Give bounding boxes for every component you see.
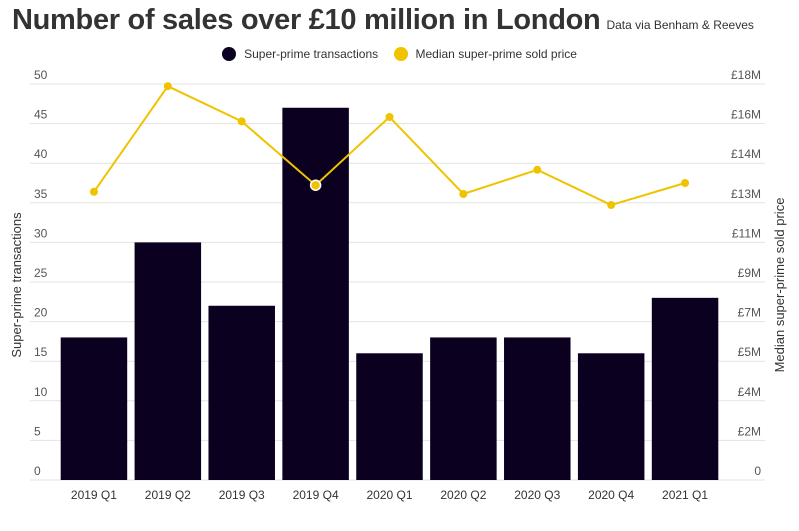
y-tick-left: 25 xyxy=(34,266,48,280)
line-point xyxy=(459,190,468,198)
y-axis-left-title: Super-prime transactions xyxy=(9,212,24,358)
y-tick-right: £14M xyxy=(731,147,761,161)
y-tick-right: £4M xyxy=(738,385,761,399)
y-tick-right: £2M xyxy=(738,424,761,438)
bar xyxy=(356,353,423,480)
y-axis-left-ticks: 0 5 10 15 20 25 30 35 40 45 50 xyxy=(34,68,48,478)
bar xyxy=(430,337,497,480)
bar xyxy=(577,353,645,480)
line-point xyxy=(533,165,542,174)
line-point xyxy=(681,179,690,187)
x-tick: 2020 Q2 xyxy=(440,488,486,502)
y-tick-left: 0 xyxy=(34,464,41,478)
y-tick-left: 50 xyxy=(34,68,48,82)
y-tick-right: £16M xyxy=(731,108,761,122)
legend-item-transactions[interactable]: Super-prime transactions xyxy=(222,47,378,61)
bar xyxy=(651,297,719,480)
legend-label-transactions: Super-prime transactions xyxy=(244,47,379,61)
line-point xyxy=(89,187,98,196)
y-tick-left: 10 xyxy=(34,385,48,399)
x-tick: 2021 Q1 xyxy=(662,488,708,502)
line-series xyxy=(89,82,690,209)
y-tick-left: 5 xyxy=(34,424,41,438)
bar xyxy=(282,107,349,480)
y-tick-left: 20 xyxy=(34,306,48,320)
x-tick: 2020 Q4 xyxy=(588,488,634,502)
legend: Super-prime transactions Median super-pr… xyxy=(0,47,799,64)
chart-header: Number of sales over £10 million in Lond… xyxy=(12,4,754,37)
y-axis-right-ticks: 0 £2M £4M £5M £7M £9M £11M £13M £14M £16M £18M xyxy=(731,68,761,478)
y-tick-right: £13M xyxy=(731,187,761,201)
legend-swatch-median-price xyxy=(393,47,408,61)
chart-subtitle: Data via Benham & Reeves xyxy=(606,18,754,32)
y-tick-right: £5M xyxy=(738,345,761,359)
bar xyxy=(504,337,571,480)
x-tick: 2019 Q1 xyxy=(71,488,117,502)
bar xyxy=(134,242,202,480)
x-tick: 2020 Q3 xyxy=(514,488,560,502)
x-tick: 2019 Q2 xyxy=(145,488,191,502)
y-tick-left: 15 xyxy=(34,345,48,359)
bar xyxy=(60,337,128,480)
x-tick: 2019 Q3 xyxy=(219,488,265,502)
y-tick-left: 30 xyxy=(34,226,48,240)
line-point xyxy=(607,201,616,209)
line-point xyxy=(237,117,246,126)
y-tick-right: 0 xyxy=(754,464,761,478)
y-tick-right: £11M xyxy=(732,226,761,240)
bar-series xyxy=(60,107,719,480)
y-tick-right: £18M xyxy=(731,68,761,82)
legend-swatch-transactions xyxy=(222,47,237,61)
series-line xyxy=(93,84,686,207)
chart-title: Number of sales over £10 million in Lond… xyxy=(12,4,601,36)
legend-label-median-price: Median super-prime sold price xyxy=(415,47,577,61)
y-tick-right: £7M xyxy=(738,306,761,320)
y-axis-right-title: Median super-prime sold price xyxy=(772,198,787,373)
x-axis-ticks: 2019 Q1 2019 Q2 2019 Q3 2019 Q4 2020 Q1 2020 … xyxy=(71,488,708,502)
line-point xyxy=(163,82,172,91)
y-tick-right: £9M xyxy=(738,266,761,280)
bar xyxy=(208,305,275,480)
legend-item-median-price[interactable]: Median super-prime sold price xyxy=(393,47,577,61)
line-point xyxy=(385,113,394,121)
x-tick: 2020 Q1 xyxy=(366,488,412,502)
y-tick-left: 35 xyxy=(34,187,48,201)
line-point xyxy=(309,179,322,191)
x-tick: 2019 Q4 xyxy=(293,488,339,502)
y-tick-left: 40 xyxy=(34,147,48,161)
y-tick-left: 45 xyxy=(34,108,48,122)
